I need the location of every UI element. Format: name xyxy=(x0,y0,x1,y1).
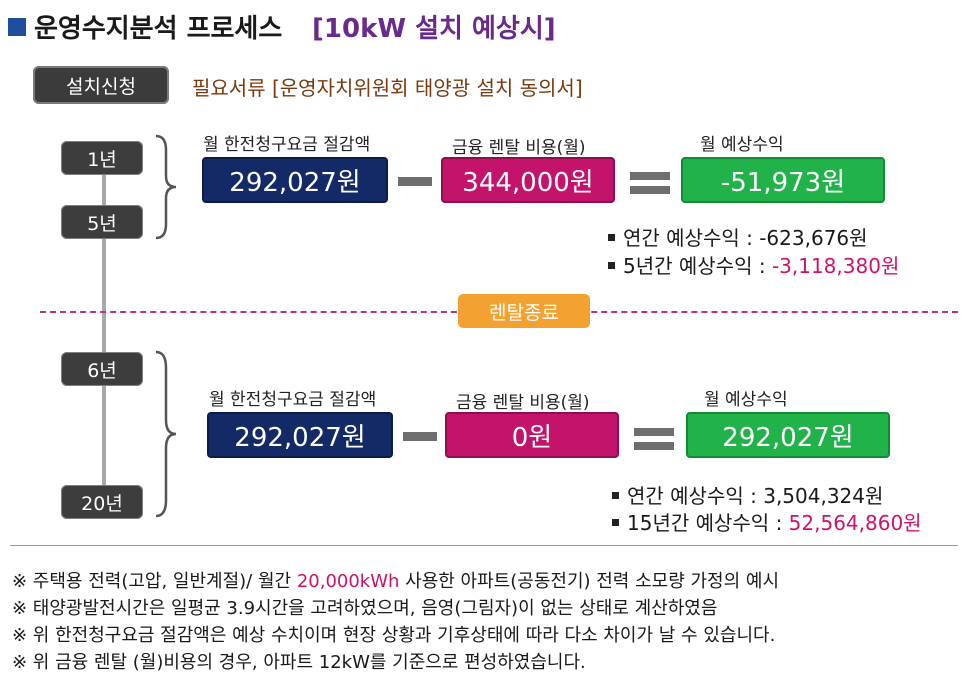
footnote-4: ※ 위 금융 렌탈 (월)비용의 경우, 아파트 12kW를 기준으로 편성하였… xyxy=(12,652,586,673)
footnote-1-post: 사용한 아파트(공동전기) 전력 소모량 가정의 예시 xyxy=(399,571,780,592)
title-bullet-icon xyxy=(8,18,26,36)
period1-rental-label: 금융 렌탈 비용(월) xyxy=(452,138,586,158)
period2-minus-icon xyxy=(403,432,437,441)
footnote-2: ※ 태양광발전시간은 일평균 3.9시간을 고려하였으며, 음영(그림자)이 없… xyxy=(12,598,718,619)
bullet-icon xyxy=(608,234,615,241)
period2-savings-label: 월 한전청구요금 절감액 xyxy=(209,390,377,410)
period1-annual-label: 연간 예상수익 : xyxy=(623,226,760,250)
period1-rental-box: 344,000원 xyxy=(441,157,615,203)
period2-annual-value: 3,504,324원 xyxy=(763,484,884,508)
period1-income-box: -51,973원 xyxy=(681,157,885,203)
period2-total-label: 15년간 예상수익 : xyxy=(627,511,789,535)
year-badge-end-2: 20년 xyxy=(61,485,143,519)
period1-savings-label: 월 한전청구요금 절감액 xyxy=(203,135,371,155)
period1-equals-icon-bar xyxy=(630,186,670,194)
footnote-1-pre: ※ 주택용 전력(고압, 일반계절)/ 월간 xyxy=(12,571,297,592)
period1-total-label: 5년간 예상수익 : xyxy=(623,254,772,278)
period1-savings-box: 292,027원 xyxy=(202,157,388,203)
period2-total-value: 52,564,860원 xyxy=(788,511,922,535)
install-request-badge: 설치신청 xyxy=(33,66,169,104)
period2-equals-icon xyxy=(634,428,674,436)
bullet-icon xyxy=(612,519,619,526)
period1-annual-value: -623,676원 xyxy=(759,226,868,250)
period2-equals-icon-bar xyxy=(634,442,674,450)
period1-total-value: -3,118,380원 xyxy=(771,254,900,278)
period2-rental-label: 금융 렌탈 비용(월) xyxy=(456,393,590,413)
bullet-icon xyxy=(612,492,619,499)
period1-equals-icon xyxy=(630,172,670,180)
required-documents: 필요서류 [운영자치위원회 태양광 설치 동의서] xyxy=(192,76,583,100)
period2-annual-income: 연간 예상수익 : 3,504,324원 xyxy=(612,480,883,509)
period1-minus-icon xyxy=(398,177,432,186)
bullet-icon xyxy=(608,262,615,269)
footnote-3: ※ 위 한전청구요금 절감액은 예상 수치이며 현장 상황과 기후상태에 따라 … xyxy=(12,625,776,646)
period2-annual-label: 연간 예상수익 : xyxy=(627,484,764,508)
period2-brace-icon xyxy=(155,350,177,518)
year-badge-start-2: 6년 xyxy=(61,352,143,386)
period2-total-income: 15년간 예상수익 : 52,564,860원 xyxy=(612,507,922,536)
period1-annual-income: 연간 예상수익 : -623,676원 xyxy=(608,222,868,251)
timeline-line xyxy=(102,165,106,495)
period1-brace-icon xyxy=(155,134,177,240)
footnote-1: ※ 주택용 전력(고압, 일반계절)/ 월간 20,000kWh 사용한 아파트… xyxy=(12,567,779,593)
period1-total-income: 5년간 예상수익 : -3,118,380원 xyxy=(608,250,899,279)
footnote-divider xyxy=(10,545,958,546)
period2-rental-box: 0원 xyxy=(445,412,619,458)
page-title: 운영수지분석 프로세스 xyxy=(34,14,283,44)
page-subtitle: [10kW 설치 예상시] xyxy=(312,14,556,44)
period2-income-box: 292,027원 xyxy=(686,412,890,458)
period1-income-label: 월 예상수익 xyxy=(700,135,784,155)
rental-end-badge: 렌탈종료 xyxy=(458,294,590,328)
year-badge-start-1: 1년 xyxy=(61,141,143,175)
year-badge-end-1: 5년 xyxy=(61,205,143,239)
period2-savings-box: 292,027원 xyxy=(207,412,393,458)
period2-income-label: 월 예상수익 xyxy=(704,390,788,410)
footnote-1-highlight: 20,000kWh xyxy=(296,571,400,592)
